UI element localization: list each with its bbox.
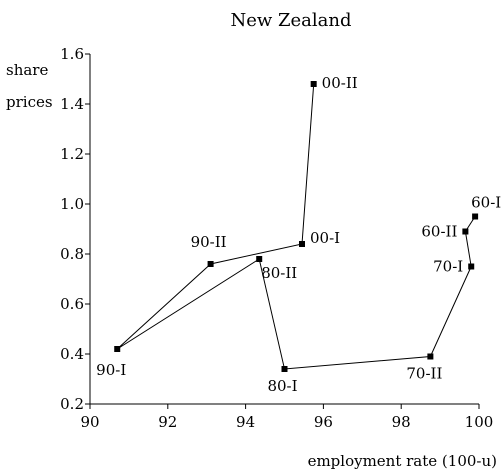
y-tick-label: 0.8 <box>60 245 84 263</box>
x-tick-label: 100 <box>465 413 494 431</box>
x-tick-label: 96 <box>314 413 333 431</box>
data-point <box>299 241 306 247</box>
axes: 90 92 94 96 98 100 0.2 0.4 0.6 0.8 1.0 1.2 1.4 1.6 <box>60 45 493 431</box>
x-tick-label: 98 <box>392 413 411 431</box>
point-label: 60-II <box>421 223 457 241</box>
path-line <box>116 83 476 370</box>
point-label: 00-I <box>310 229 340 247</box>
data-point <box>281 366 288 372</box>
x-tick-label: 90 <box>80 413 99 431</box>
point-label: 80-I <box>267 377 297 395</box>
point-label: 90-I <box>96 361 126 379</box>
point-label: 70-I <box>433 258 463 276</box>
point-label: 80-II <box>261 264 297 282</box>
data-point <box>256 256 263 262</box>
y-tick-label: 0.6 <box>60 295 84 313</box>
x-tick-label: 92 <box>158 413 177 431</box>
y-tick-label: 1.2 <box>60 145 84 163</box>
x-axis-label: employment rate (100-u) <box>308 452 497 470</box>
y-tick-label: 1.4 <box>60 95 84 113</box>
data-point <box>462 228 469 235</box>
x-tick-label: 94 <box>236 413 255 431</box>
point-label: 60-I <box>471 194 501 212</box>
data-point <box>207 261 214 267</box>
point-label: 00-II <box>322 74 358 92</box>
y-tick-label: 0.2 <box>60 395 84 413</box>
data-point <box>468 263 475 270</box>
y-axis-label-line-1: share <box>6 61 48 79</box>
y-tick-label: 0.4 <box>60 345 84 363</box>
data-point <box>310 81 317 87</box>
data-points: 60-I 60-II 70-I 70-II 80-I 80-II 90-I 90-II 00-I… <box>96 74 501 395</box>
point-label: 90-II <box>191 233 227 251</box>
data-point <box>114 346 121 352</box>
y-tick-label: 1.0 <box>60 195 84 213</box>
y-tick-label: 1.6 <box>60 45 84 63</box>
data-point <box>427 353 434 360</box>
data-point <box>472 213 479 220</box>
chart-title: New Zealand <box>230 10 351 31</box>
series-line <box>116 83 476 370</box>
y-axis-label-line-2: prices <box>6 93 53 111</box>
point-label: 70-II <box>406 365 442 383</box>
